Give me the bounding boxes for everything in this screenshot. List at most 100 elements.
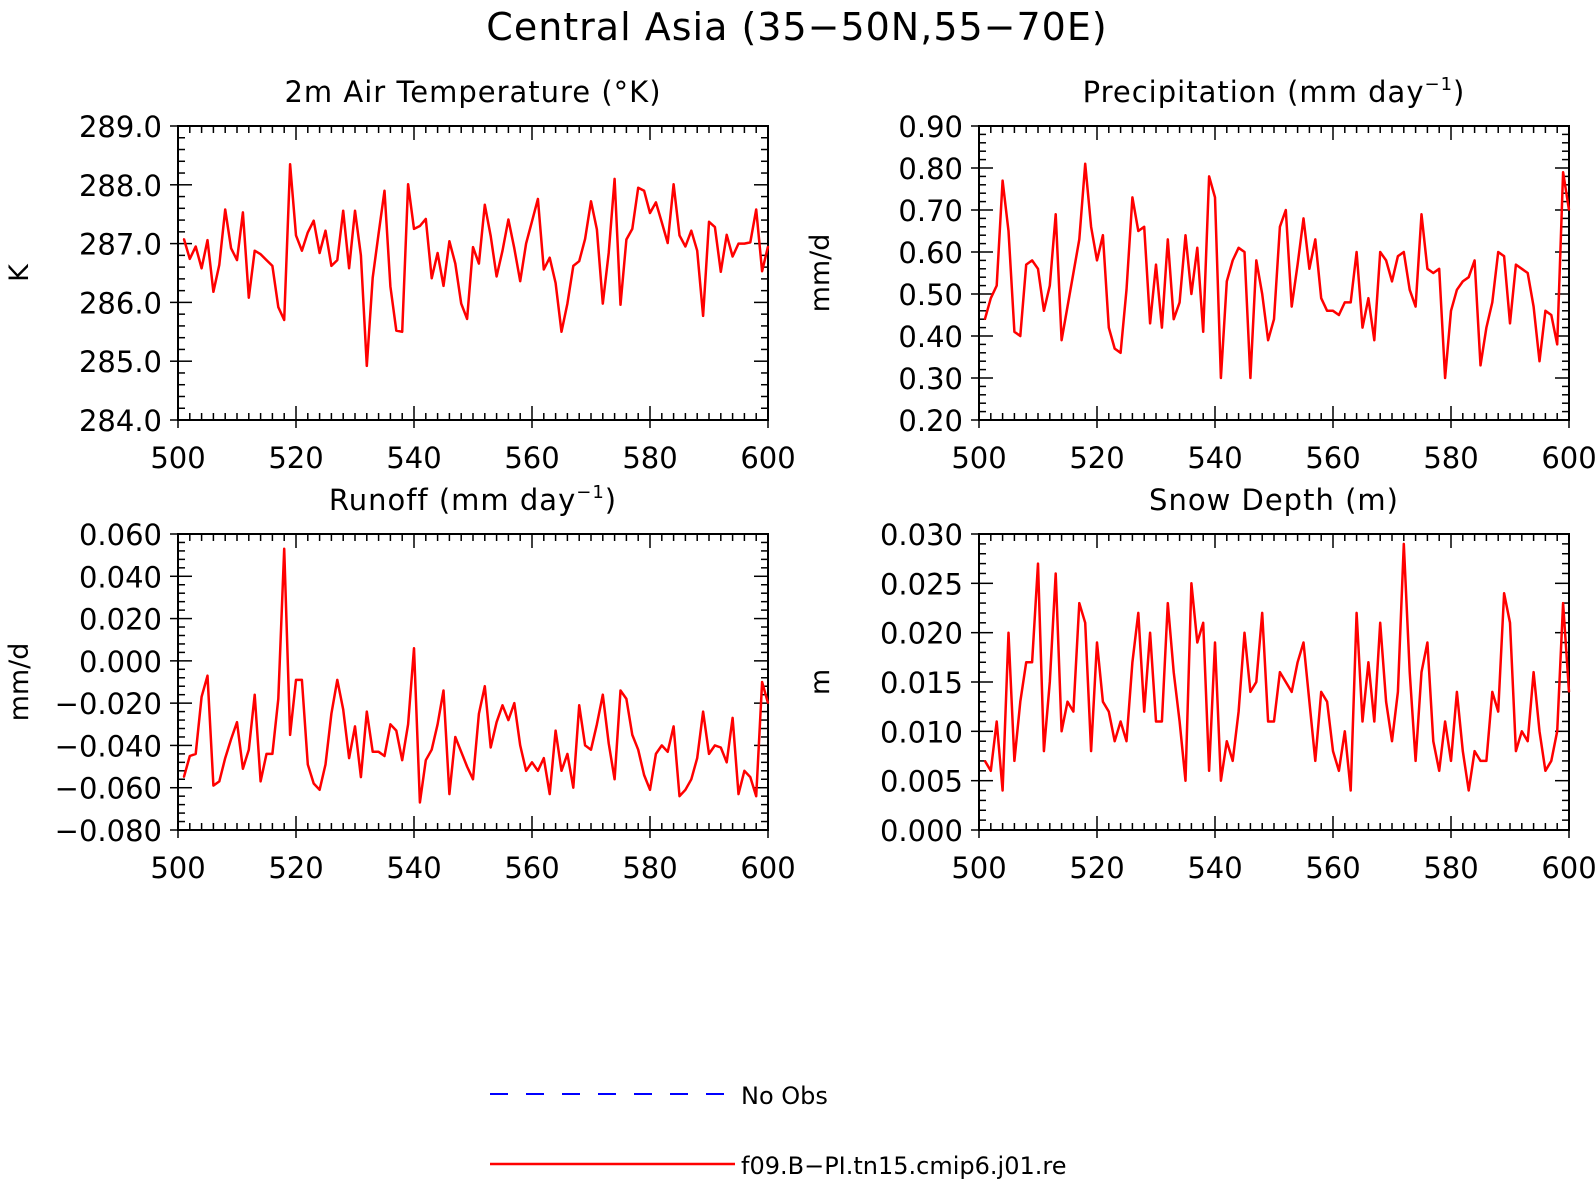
runoff-data-point <box>507 719 510 721</box>
temperature-data-point <box>454 262 457 265</box>
snow-depth-data-point <box>1497 710 1500 713</box>
runoff-data-point <box>183 776 185 779</box>
temperature-data-point <box>472 246 474 249</box>
snow-depth-ytick-label: 0.025 <box>880 567 963 601</box>
precipitation-data-point <box>1296 263 1299 266</box>
temperature-data-point <box>430 277 433 280</box>
precipitation-data-point <box>1485 326 1488 329</box>
snow-depth-xtick-label: 580 <box>1423 851 1478 885</box>
precipitation-data-point <box>1473 259 1476 262</box>
runoff-ytick-label: 0.020 <box>79 603 162 637</box>
runoff-data-point <box>436 723 439 726</box>
precipitation-data-point <box>1414 305 1417 308</box>
runoff-data-point <box>755 795 758 798</box>
snow-depth-series-line <box>983 542 1571 792</box>
snow-depth-data-point <box>1249 690 1252 693</box>
runoff-data-point <box>342 708 345 711</box>
precipitation-data-point <box>1155 263 1157 266</box>
snow-depth-data-point <box>1202 621 1205 624</box>
precipitation-data-point <box>1338 314 1340 316</box>
precipitation-ytick-label: 0.40 <box>898 320 963 354</box>
precipitation-data-point <box>1107 326 1110 329</box>
runoff-data-point <box>584 744 586 747</box>
runoff-title-main: Runoff (mm day <box>329 483 576 517</box>
runoff-data-point <box>265 752 268 755</box>
runoff-data-point <box>761 681 763 683</box>
runoff-data-point <box>424 759 427 762</box>
temperature-series-line <box>182 162 770 368</box>
snow-depth-data-point <box>1332 750 1334 752</box>
runoff-ylabel: mm/d <box>4 643 35 722</box>
runoff-data-point <box>377 750 380 753</box>
legend-model-label: f09.B−PI.tn15.cmip6.j01.re <box>741 1152 1066 1179</box>
snow-depth-data-point <box>1161 720 1163 723</box>
snow-depth-data-point <box>1279 671 1281 674</box>
runoff-data-point <box>224 757 227 760</box>
precipitation-xtick-label: 600 <box>1541 441 1595 475</box>
runoff-data-point <box>548 793 551 795</box>
temperature-data-point <box>348 267 350 270</box>
precipitation-ytick-label: 0.60 <box>898 236 963 270</box>
snow-depth-data-point <box>1220 779 1222 782</box>
precipitation-data-point <box>1284 209 1287 211</box>
runoff-data-point <box>678 795 681 798</box>
temperature-data-point <box>731 255 734 258</box>
precipitation-data-point <box>1320 297 1323 300</box>
runoff-data-point <box>566 752 569 755</box>
snow-depth-data-point <box>1243 631 1246 634</box>
precipitation-data-point <box>989 297 992 300</box>
runoff-data-point <box>324 763 327 766</box>
runoff-data-point <box>312 782 315 785</box>
runoff-data-point <box>407 723 409 726</box>
temperature-data-point <box>578 260 581 263</box>
snow-depth-data-point <box>1467 789 1470 792</box>
temperature-ytick-label: 286.0 <box>79 286 162 320</box>
temperature-data-point <box>613 178 616 180</box>
runoff-ytick-label: −0.040 <box>55 729 162 763</box>
snow-depth-data-point <box>1314 760 1317 762</box>
precipitation-ytick-label: 0.30 <box>898 362 963 396</box>
temperature-data-point <box>537 198 539 200</box>
precipitation-data-point <box>1497 251 1500 253</box>
temperature-data-point <box>725 233 728 236</box>
precipitation-data-point <box>1379 251 1382 253</box>
legend-obs-label: No Obs <box>741 1082 828 1110</box>
precipitation-data-point <box>1349 301 1352 304</box>
temperature-data-point <box>708 220 710 223</box>
precipitation-data-point <box>1090 225 1092 228</box>
snow-depth-data-point <box>1255 681 1258 683</box>
precipitation-xtick-label: 560 <box>1305 441 1360 475</box>
runoff-data-point <box>719 746 722 749</box>
runoff-data-point <box>271 752 274 755</box>
runoff-data-point <box>348 757 350 760</box>
temperature-data-point <box>236 259 238 261</box>
precipitation-data-point <box>1237 246 1240 249</box>
precipitation-data-point <box>1084 162 1087 165</box>
runoff-data-point <box>430 748 433 751</box>
snow-depth-data-point <box>1054 572 1057 575</box>
temperature-data-point <box>277 306 280 309</box>
temperature-data-point <box>224 208 227 211</box>
runoff-data-point <box>560 769 563 772</box>
snow-depth-data-point <box>1231 760 1234 762</box>
runoff-data-point <box>513 702 516 705</box>
temperature-data-point <box>206 239 209 241</box>
precipitation-data-point <box>1037 267 1039 270</box>
precipitation-data-point <box>1196 246 1199 249</box>
runoff-data-point <box>330 712 333 715</box>
temperature-data-point <box>283 319 286 321</box>
temperature-data-point <box>572 265 575 267</box>
precipitation-data-point <box>1538 360 1541 363</box>
runoff-data-point <box>743 769 746 772</box>
snow-depth-data-point <box>1060 730 1063 733</box>
snow-depth-ytick-label: 0.020 <box>880 617 963 651</box>
runoff-data-point <box>247 748 250 751</box>
precipitation-ytick-label: 0.20 <box>898 404 963 438</box>
temperature-data-point <box>401 330 404 333</box>
temperature-data-point <box>371 276 374 279</box>
temperature-ylabel: K <box>4 263 35 282</box>
temperature-xtick-label: 600 <box>740 441 795 475</box>
temperature-ytick-label: 289.0 <box>79 110 162 144</box>
precipitation-data-point <box>1302 217 1305 220</box>
runoff-xtick-label: 540 <box>386 851 441 885</box>
